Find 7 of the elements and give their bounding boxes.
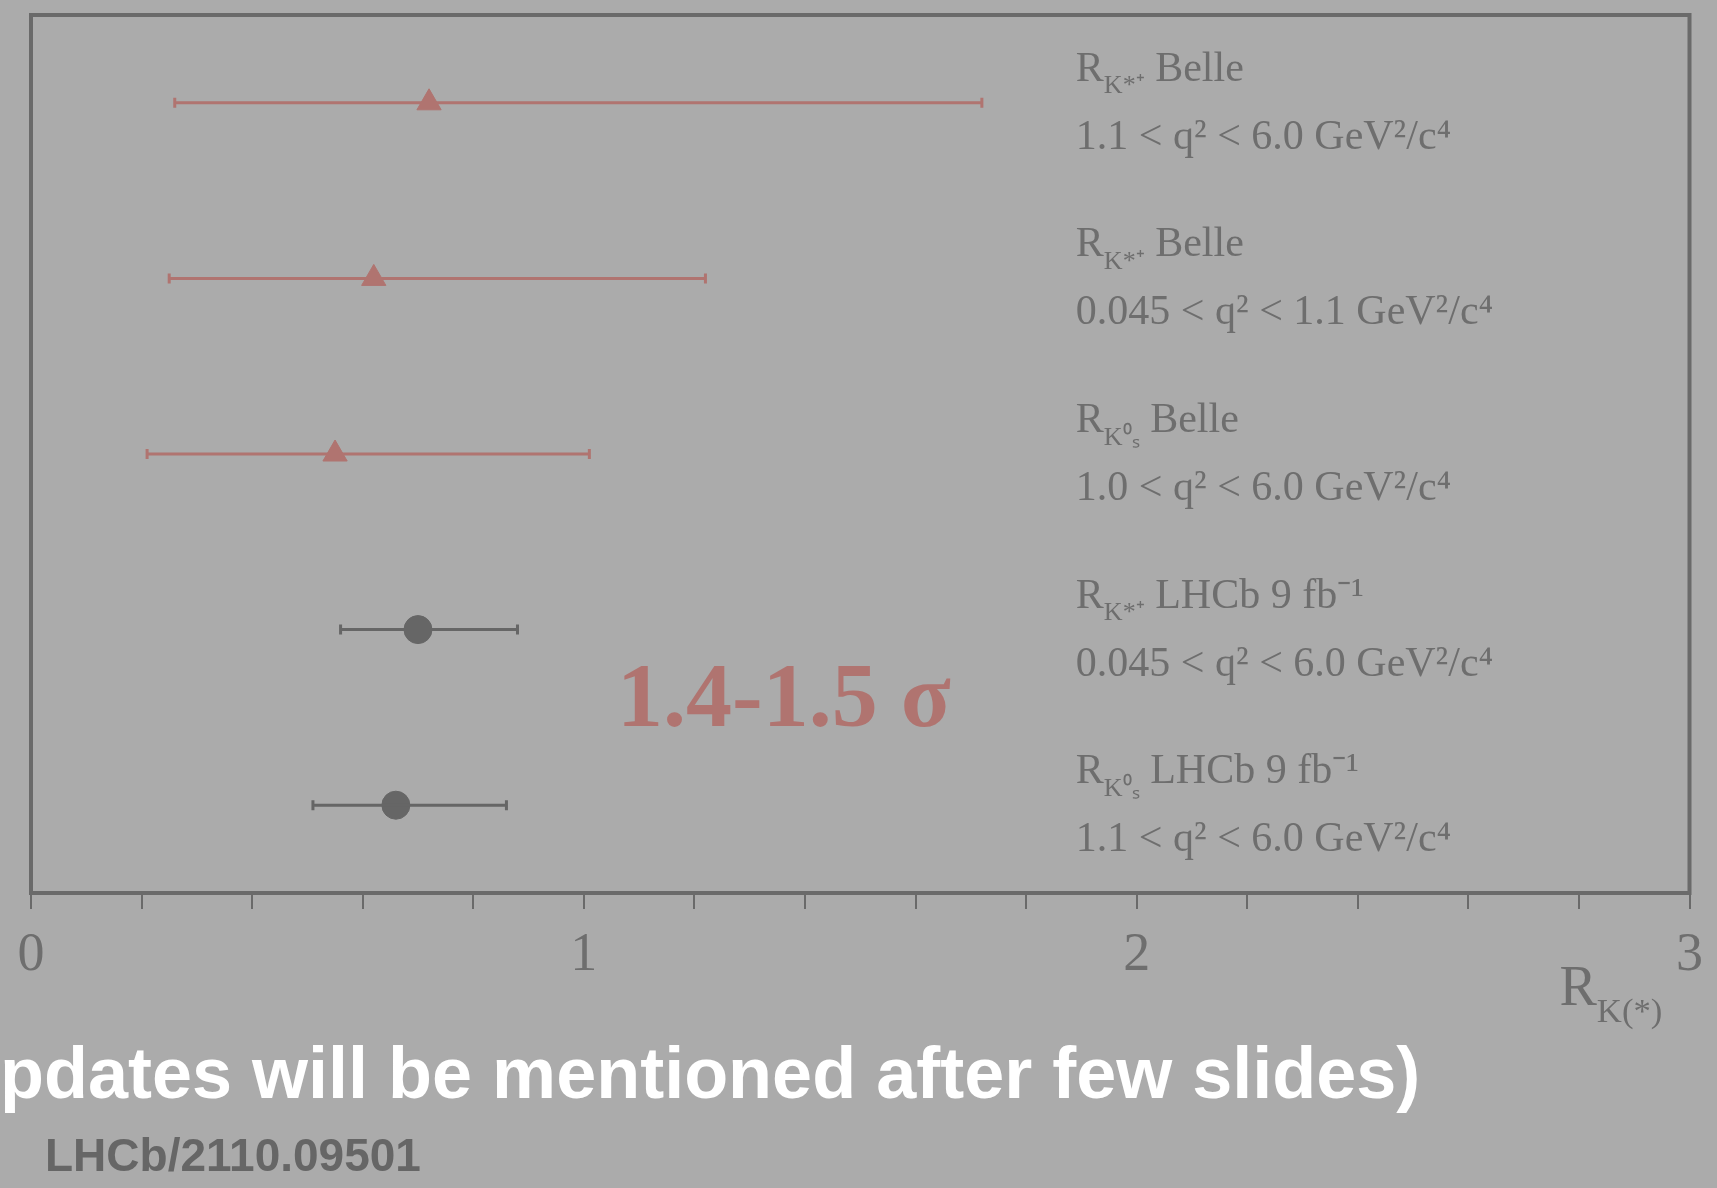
text: pdates will be mentioned after few slides) bbox=[0, 1032, 1421, 1114]
x-tick-label: 1 bbox=[570, 921, 598, 982]
annotation: 1.4-1.5 σ bbox=[617, 644, 951, 747]
x-tick-label: 0 bbox=[17, 921, 45, 982]
x-tick-label: 3 bbox=[1676, 921, 1703, 982]
text: LHCb/2110.09501 bbox=[45, 1128, 421, 1182]
x-tick-label: 2 bbox=[1123, 921, 1151, 982]
